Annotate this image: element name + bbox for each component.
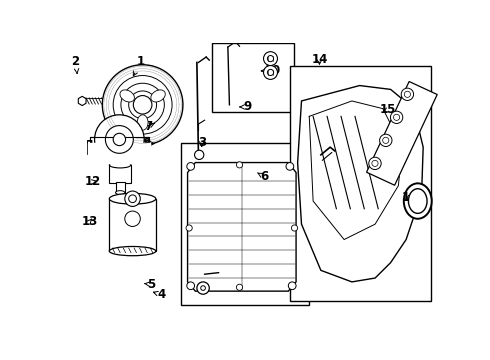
Circle shape [264, 66, 277, 80]
Circle shape [383, 137, 389, 143]
Circle shape [268, 55, 273, 62]
Text: 11: 11 [87, 139, 103, 152]
Circle shape [201, 286, 205, 291]
Ellipse shape [109, 247, 156, 256]
Polygon shape [188, 163, 296, 291]
Circle shape [186, 225, 192, 231]
Circle shape [129, 195, 136, 203]
Circle shape [236, 162, 243, 168]
Bar [88, 143, 150, 163]
Ellipse shape [409, 189, 427, 213]
Ellipse shape [120, 90, 134, 102]
Text: 2: 2 [72, 55, 80, 73]
Circle shape [121, 83, 164, 126]
Text: 9: 9 [240, 100, 251, 113]
Text: 14: 14 [311, 53, 328, 66]
Ellipse shape [109, 162, 131, 168]
Text: 15: 15 [380, 103, 396, 116]
Bar [146, 140, 149, 154]
Text: 12: 12 [84, 175, 100, 188]
Circle shape [133, 95, 152, 114]
Circle shape [187, 282, 195, 289]
Text: 6: 6 [257, 170, 269, 183]
Polygon shape [78, 96, 86, 105]
Text: 1: 1 [133, 55, 145, 76]
Circle shape [380, 134, 392, 147]
Circle shape [102, 65, 183, 145]
Circle shape [236, 284, 243, 291]
Ellipse shape [137, 115, 148, 130]
Text: 13: 13 [82, 215, 98, 228]
Circle shape [113, 133, 125, 145]
Circle shape [404, 91, 411, 98]
Text: 8: 8 [143, 137, 154, 150]
Bar [181, 143, 309, 305]
Text: 5: 5 [145, 278, 156, 291]
Bar [90, 137, 149, 160]
Circle shape [393, 114, 400, 120]
Circle shape [288, 282, 296, 289]
Circle shape [125, 211, 140, 226]
Circle shape [264, 52, 277, 66]
Ellipse shape [116, 191, 125, 194]
Text: 7: 7 [144, 120, 155, 133]
Circle shape [197, 282, 209, 294]
Ellipse shape [151, 90, 165, 102]
Polygon shape [297, 86, 423, 282]
Circle shape [292, 225, 297, 231]
Bar [367, 81, 437, 185]
Text: 4: 4 [153, 288, 166, 301]
Text: 3: 3 [197, 136, 206, 149]
Bar [116, 182, 125, 193]
Circle shape [372, 160, 378, 166]
Bar [290, 66, 431, 301]
Circle shape [95, 115, 144, 164]
Circle shape [268, 69, 273, 76]
Circle shape [129, 91, 157, 119]
Bar [109, 199, 156, 251]
Circle shape [125, 191, 140, 206]
Ellipse shape [404, 183, 432, 219]
Circle shape [401, 88, 414, 100]
Circle shape [195, 150, 204, 159]
Circle shape [286, 163, 294, 170]
Circle shape [369, 157, 381, 170]
Text: 10: 10 [261, 64, 281, 77]
Bar [109, 165, 131, 183]
Circle shape [187, 163, 195, 170]
Bar [87, 140, 90, 154]
Circle shape [113, 76, 172, 134]
Text: 16: 16 [402, 190, 418, 203]
Bar [212, 43, 294, 112]
Circle shape [105, 126, 133, 153]
Ellipse shape [109, 193, 156, 204]
Circle shape [391, 111, 403, 123]
